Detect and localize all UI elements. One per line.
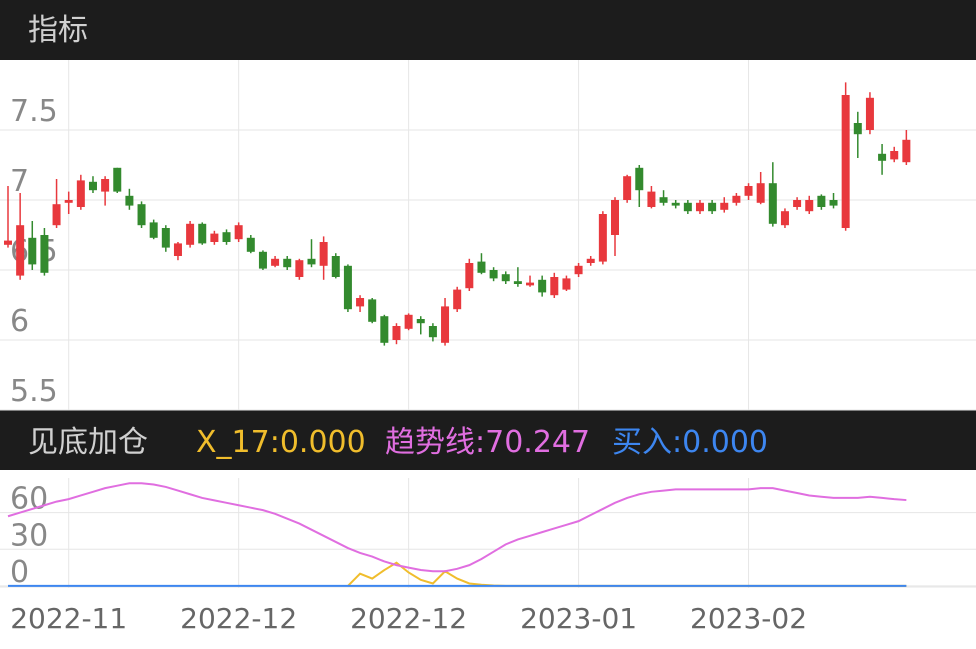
header-bar — [0, 0, 976, 60]
candle-body — [865, 97, 874, 130]
y-tick-label: 0 — [10, 555, 29, 590]
candle-body — [793, 200, 802, 207]
candle-body — [52, 204, 61, 226]
y-tick-label: 30 — [10, 518, 48, 553]
indicator-bar — [0, 410, 976, 470]
x-tick-label: 2022-12 — [180, 602, 297, 635]
candle-body — [392, 326, 401, 340]
candle-body — [319, 242, 328, 266]
candle-body — [40, 235, 49, 273]
candle-body — [4, 240, 12, 245]
candle-body — [501, 274, 510, 282]
candle-body — [902, 139, 911, 163]
candle-body — [283, 258, 292, 268]
candle-body — [113, 167, 122, 192]
candle-body — [137, 204, 146, 226]
candle-body — [853, 123, 862, 135]
candle-body — [586, 258, 595, 263]
candle-body — [562, 278, 571, 290]
candle-body — [829, 200, 838, 206]
candle-body — [331, 256, 340, 277]
x-tick-label: 2022-12 — [350, 602, 467, 635]
candle-body — [756, 183, 765, 203]
candle-body — [416, 319, 425, 324]
candle-body — [16, 225, 25, 276]
header-title: 指标 — [28, 13, 88, 48]
candle-body — [258, 251, 267, 269]
candle-body — [173, 243, 182, 256]
candle-body — [125, 195, 134, 206]
candle-body — [161, 228, 170, 248]
y-tick-label: 7 — [10, 164, 29, 199]
x-tick-label: 2023-01 — [520, 602, 637, 635]
x-tick-label: 2023-02 — [690, 602, 807, 635]
candle-body — [708, 202, 717, 212]
candle-body — [477, 261, 486, 273]
indicator-title: 见底加仓 — [28, 425, 148, 460]
x-tick-label: 2022-11 — [10, 602, 127, 635]
candle-body — [465, 263, 474, 289]
candle-body — [428, 326, 437, 338]
legend-entry: 趋势线:70.247 — [385, 425, 590, 460]
candle-body — [805, 200, 814, 212]
candle-body — [574, 265, 583, 275]
y-tick-label: 6 — [10, 304, 29, 339]
candle-body — [246, 237, 255, 252]
candle-body — [271, 258, 280, 266]
candle-body — [890, 151, 899, 160]
candle-body — [550, 277, 559, 296]
candle-body — [695, 202, 704, 212]
candle-body — [210, 233, 219, 242]
candle-body — [489, 270, 498, 279]
candle-body — [88, 181, 97, 191]
y-tick-label: 5.5 — [10, 374, 58, 409]
legend-entry: 买入:0.000 — [612, 425, 768, 460]
indicator-line — [347, 561, 907, 587]
candle-body — [611, 200, 619, 235]
candle-body — [64, 200, 73, 203]
candle-body — [513, 281, 522, 284]
candle-body — [732, 195, 741, 203]
candle-body — [101, 179, 110, 192]
candle-body — [538, 279, 547, 293]
candle-body — [76, 180, 85, 207]
candle-body — [671, 202, 680, 206]
candle-body — [356, 298, 365, 307]
candle-body — [768, 183, 777, 224]
candle-body — [744, 186, 753, 196]
candle-body — [198, 223, 207, 244]
candle-body — [149, 222, 158, 238]
candle-body — [453, 289, 462, 310]
candle-body — [720, 202, 729, 210]
candle-body — [368, 299, 377, 322]
candle-body — [598, 214, 607, 262]
candle-body — [234, 225, 243, 240]
candle-body — [404, 314, 413, 329]
candle-body — [28, 237, 37, 265]
candle-body — [343, 265, 352, 310]
candle-body — [780, 211, 789, 226]
candle-body — [817, 195, 826, 207]
candle-body — [683, 202, 692, 212]
candle-body — [841, 95, 850, 228]
candle-body — [526, 282, 535, 286]
y-tick-label: 7.5 — [10, 94, 58, 129]
candle-body — [441, 306, 450, 343]
candle-body — [186, 223, 195, 245]
candle-body — [307, 258, 316, 265]
candle-body — [623, 176, 632, 200]
y-tick-label: 60 — [10, 482, 48, 517]
candle-body — [295, 260, 304, 277]
candle-body — [659, 197, 668, 203]
candle-body — [635, 167, 644, 191]
candle-body — [878, 153, 887, 161]
candle-body — [647, 191, 656, 207]
legend-entry: X_17:0.000 — [196, 425, 366, 460]
candle-body — [380, 316, 389, 343]
candle-body — [222, 232, 231, 242]
indicator-line — [7, 482, 907, 573]
